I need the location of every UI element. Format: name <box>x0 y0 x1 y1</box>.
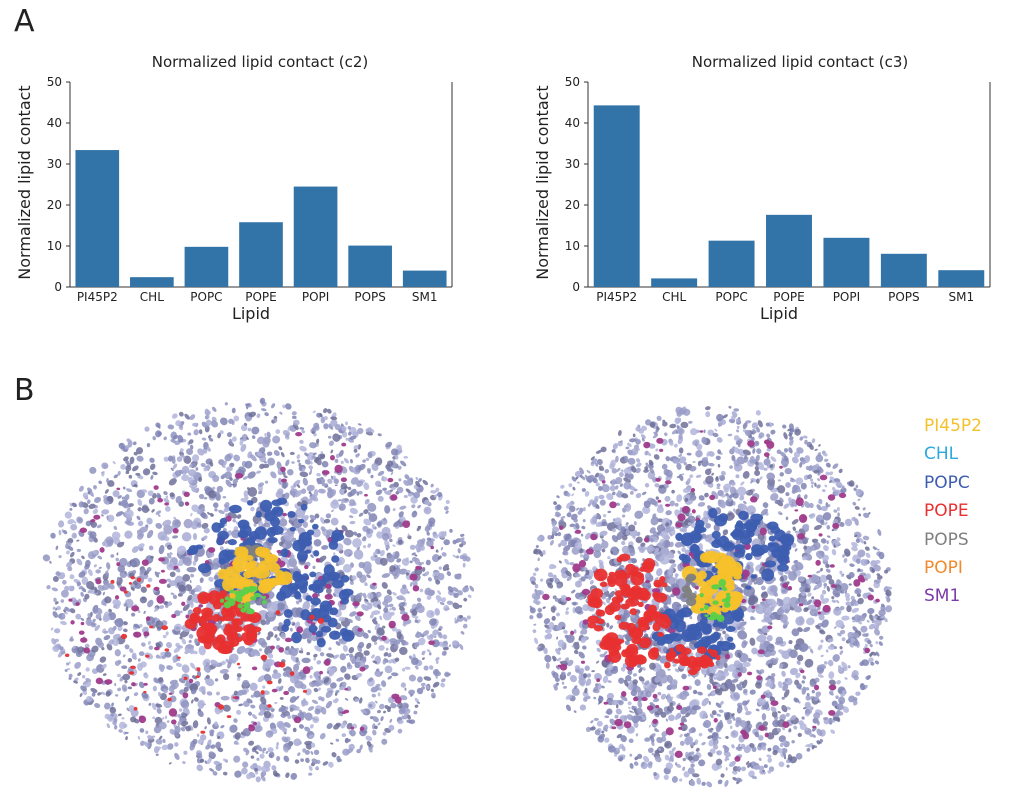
legend-item-pope: POPE <box>924 501 969 522</box>
x-tick-label: POPS <box>888 290 920 304</box>
y-tick-label: 0 <box>54 280 62 294</box>
x-tick-label: POPE <box>773 290 805 304</box>
chart-title: Normalized lipid contact (c3) <box>692 53 909 71</box>
x-tick-label: POPE <box>245 290 277 304</box>
bar-chl <box>130 277 174 287</box>
y-tick-label: 0 <box>572 280 580 294</box>
legend-item-popi: POPI <box>924 557 963 578</box>
y-tick-label: 30 <box>47 157 62 171</box>
legend-item-pi45p2: PI45P2 <box>924 416 982 436</box>
bar-pope <box>239 222 283 287</box>
x-axis-label: Lipid <box>232 304 270 323</box>
chart-title: Normalized lipid contact (c2) <box>152 53 369 71</box>
density-render-2 <box>529 405 893 788</box>
bar-chart-2: Normalized lipid contact (c3) 0 10 20 30 40 50… <box>533 53 991 323</box>
legend-item-popc: POPC <box>924 472 970 493</box>
density-render-1 <box>42 397 475 783</box>
x-tick-label: PI45P2 <box>77 290 118 304</box>
y-tick-label: 20 <box>47 198 62 212</box>
bar-sm1 <box>402 270 447 287</box>
x-tick-label: CHL <box>662 290 686 304</box>
x-tick-label: SM1 <box>948 290 974 304</box>
y-axis-label: Normalized lipid contact <box>15 85 34 279</box>
bar-chart-1: Normalized lipid contact (c2) 0 10 20 30 40 50… <box>15 53 453 323</box>
x-tick-label: PI45P2 <box>596 290 637 304</box>
y-tick-label: 50 <box>47 75 62 89</box>
y-tick-label: 40 <box>47 116 62 130</box>
lipid-legend: PI45P2 CHL POPC POPE POPS POPI SM1 <box>924 412 982 611</box>
bar-popc <box>708 240 755 287</box>
panel-label-b: B <box>14 373 35 408</box>
bar-chl <box>651 278 698 287</box>
bar-popc <box>184 246 229 287</box>
y-tick-label: 40 <box>565 116 580 130</box>
x-tick-label: SM1 <box>412 290 438 304</box>
x-tick-label: POPI <box>302 290 329 304</box>
x-tick-label: POPI <box>833 290 860 304</box>
y-tick-label: 30 <box>565 157 580 171</box>
x-tick-label: POPS <box>354 290 386 304</box>
bar-pops <box>348 245 392 287</box>
y-tick-label: 10 <box>47 239 62 253</box>
legend-item-sm1: SM1 <box>924 586 961 607</box>
x-tick-label: POPC <box>190 290 222 304</box>
legend-item-pops: POPS <box>924 529 969 550</box>
y-tick-label: 50 <box>565 75 580 89</box>
bar-pops <box>880 253 927 287</box>
bar-pi45p2 <box>75 150 120 287</box>
legend-item-chl: CHL <box>924 444 959 465</box>
bar-sm1 <box>938 270 985 287</box>
bar-charts: Normalized lipid contact (c2) 0 10 20 30 40 50… <box>15 53 991 323</box>
bar-pi45p2 <box>593 105 640 288</box>
x-tick-label: POPC <box>715 290 747 304</box>
x-axis-label: Lipid <box>760 304 798 323</box>
bar-popi <box>293 186 338 287</box>
panel-label-a: A <box>14 4 35 39</box>
x-tick-label: CHL <box>140 290 164 304</box>
y-axis-label: Normalized lipid contact <box>533 85 552 279</box>
bar-popi <box>823 237 870 287</box>
bar-pope <box>766 214 812 287</box>
y-tick-label: 20 <box>565 198 580 212</box>
y-tick-label: 10 <box>565 239 580 253</box>
